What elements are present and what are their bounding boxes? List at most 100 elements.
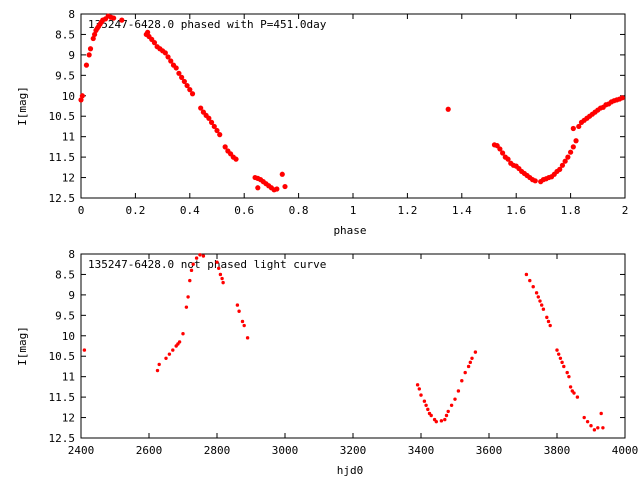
data-point xyxy=(565,370,569,375)
data-point xyxy=(157,362,161,367)
y-tick-label: 10.5 xyxy=(49,110,76,123)
data-point xyxy=(601,426,605,430)
x-tick-label: 0.6 xyxy=(234,204,254,217)
data-point xyxy=(557,166,563,172)
x-tick-label: 2600 xyxy=(136,444,163,457)
data-point xyxy=(177,340,182,344)
data-point xyxy=(599,411,603,416)
data-point xyxy=(151,40,158,46)
data-point xyxy=(184,305,189,309)
data-point xyxy=(446,409,450,414)
data-point xyxy=(532,178,538,184)
data-point xyxy=(585,419,590,424)
y-tick-label: 8 xyxy=(68,8,75,21)
x-tick-label: 3000 xyxy=(272,444,299,457)
x-tick-label: 1 xyxy=(350,204,357,217)
data-point xyxy=(463,370,467,375)
data-point xyxy=(208,119,215,125)
x-tick-label: 3400 xyxy=(408,444,435,457)
y-tick-label: 8.5 xyxy=(55,28,75,41)
data-point xyxy=(82,348,87,352)
data-point xyxy=(429,413,433,418)
data-point xyxy=(245,336,250,340)
data-point xyxy=(194,256,199,260)
x-tick-label: 1.6 xyxy=(506,204,526,217)
data-point xyxy=(570,125,576,132)
y-tick-label: 11.5 xyxy=(49,151,76,164)
data-point xyxy=(555,348,559,352)
data-point xyxy=(187,87,193,93)
data-point xyxy=(79,93,85,99)
y-axis-ticks: 8 8.5 9 9.5 10 10.5 11 11.5 12 12.5 xyxy=(49,248,625,445)
phased-chart-panel: 135247-6428.0 phased with P=451.0day pha… xyxy=(16,8,628,237)
data-point xyxy=(434,419,438,424)
data-point xyxy=(214,127,220,134)
x-axis-ticks: 0 0.2 0.4 0.6 0.8 1 1.2 1.4 1.6 1.8 2 xyxy=(78,14,629,217)
y-tick-label: 10 xyxy=(62,90,75,103)
data-point xyxy=(582,415,586,420)
data-point xyxy=(86,52,92,58)
data-point xyxy=(426,407,430,412)
data-point xyxy=(279,171,285,177)
data-point xyxy=(181,78,187,85)
data-point xyxy=(87,46,94,52)
data-point xyxy=(173,65,179,71)
x-tick-label: 4000 xyxy=(612,444,639,457)
x-axis-ticks: 2400 2600 2800 3000 3200 3400 3600 3800 4000 xyxy=(68,254,639,457)
data-point xyxy=(573,138,579,144)
x-tick-label: 1.8 xyxy=(561,204,581,217)
data-point xyxy=(570,144,576,150)
data-point xyxy=(565,154,571,160)
data-point xyxy=(145,29,151,35)
data-point xyxy=(274,186,280,192)
x-tick-label: 2 xyxy=(622,204,629,217)
data-point xyxy=(191,262,195,266)
data-point xyxy=(589,424,593,428)
data-point xyxy=(567,374,571,379)
data-point xyxy=(171,348,175,352)
data-point xyxy=(558,356,563,360)
data-point xyxy=(201,254,206,258)
y-tick-label: 8 xyxy=(68,248,75,261)
data-point xyxy=(500,150,506,156)
y-tick-label: 9 xyxy=(68,49,75,62)
y-tick-label: 12.5 xyxy=(49,192,76,205)
data-point xyxy=(176,70,182,76)
data-point xyxy=(562,364,566,369)
x-tick-label: 3800 xyxy=(544,444,571,457)
x-tick-label: 0.8 xyxy=(289,204,309,217)
data-point xyxy=(592,428,597,432)
data-point xyxy=(181,332,185,336)
data-point xyxy=(255,185,261,191)
data-point xyxy=(220,276,224,281)
data-point xyxy=(559,162,566,168)
data-point xyxy=(179,74,185,80)
y-tick-label: 10 xyxy=(62,330,75,343)
data-points xyxy=(78,13,625,193)
data-point xyxy=(217,132,223,138)
x-tick-label: 0.4 xyxy=(180,204,200,217)
x-tick-label: 1.4 xyxy=(452,204,472,217)
plot-frame xyxy=(80,253,626,439)
y-tick-label: 10.5 xyxy=(49,350,76,363)
data-points xyxy=(82,253,605,432)
y-axis-ticks: 8 8.5 9 9.5 10 10.5 11 11.5 12 12.5 xyxy=(49,8,625,205)
data-point xyxy=(206,115,212,121)
chart-title: 135247-6428.0 phased with P=451.0day xyxy=(88,18,327,31)
data-point xyxy=(470,356,474,360)
data-point xyxy=(417,387,421,391)
x-axis-label: hjd0 xyxy=(337,464,364,477)
y-tick-label: 9.5 xyxy=(55,309,75,322)
data-point xyxy=(557,352,561,356)
data-point xyxy=(218,272,223,277)
chart-title: 135247-6428.0 not phased light curve xyxy=(88,258,326,271)
data-point xyxy=(460,379,464,383)
data-point xyxy=(184,82,190,89)
data-point xyxy=(111,15,117,21)
data-point xyxy=(186,295,190,299)
data-point xyxy=(90,35,96,42)
data-point xyxy=(424,403,428,407)
x-tick-label: 0.2 xyxy=(125,204,145,217)
data-point xyxy=(221,280,225,285)
